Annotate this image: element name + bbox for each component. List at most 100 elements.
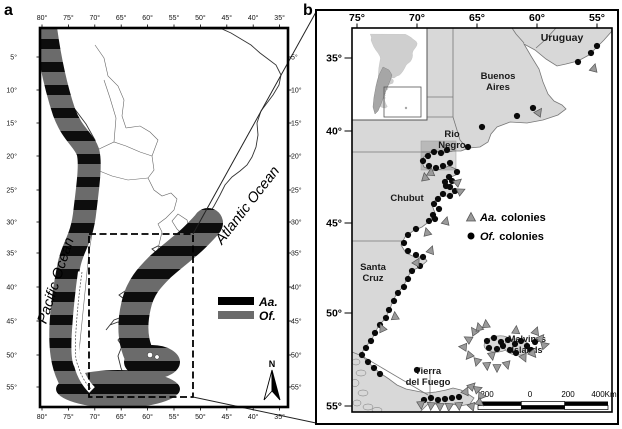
legend-label-aa-colonies: Aa. colonies <box>479 212 546 224</box>
panel-b-lon-tick: 60° <box>529 12 545 24</box>
aa-colony-triangle <box>472 385 483 395</box>
legend-dot-marker <box>467 232 475 240</box>
generated-layer: 80° 80° 75° 75° 70° 70° 65° 65° 60° 60° 55° 55° 50° 5… <box>6 12 605 421</box>
of-colony-dot <box>478 123 486 131</box>
inset-malvinas-dot <box>404 106 408 110</box>
aa-colony-triangle <box>411 257 420 268</box>
panel-a-lat-tick-right: 55° <box>291 384 302 392</box>
north-arrow-left <box>263 369 273 401</box>
of-colony-dot <box>404 231 412 239</box>
panel-a-lat-tick-left: 25° <box>6 187 17 195</box>
legend-label-of-colonies: Of. colonies <box>480 231 544 243</box>
aa-colony-triangle <box>533 107 542 118</box>
region-label-malvinas: Malvinas Islands <box>508 334 546 355</box>
of-colony-dot <box>439 190 447 198</box>
scale-label-left: 200 <box>480 390 494 399</box>
panel-a-lat-tick-left: 45° <box>6 318 17 326</box>
of-colony-dot <box>382 314 390 322</box>
panel-b-lon-tick: 75° <box>349 12 365 24</box>
panel-a-lat-tick-left: 35° <box>6 250 17 258</box>
of-colony-dot <box>437 149 445 157</box>
panel-b-lon-tick: 70° <box>409 12 425 24</box>
panel-b-lon-tick: 65° <box>469 12 485 24</box>
panel-a-lat-tick-right: 40° <box>291 284 302 292</box>
of-colony-dot <box>453 168 461 176</box>
of-colony-dot <box>370 364 378 372</box>
aa-colony-triangle <box>474 397 484 407</box>
panel-b-lat-tick: 45° <box>326 218 342 230</box>
aa-colony-triangle <box>440 216 450 226</box>
inset-locator-map <box>351 27 428 121</box>
of-colony-dot <box>446 192 454 200</box>
panel-a-lon-tick-bottom: 60° <box>142 413 153 421</box>
of-colony-dot <box>485 344 493 352</box>
panel-a-lon-tick-bottom: 80° <box>37 413 48 421</box>
panel-a-map <box>40 28 282 407</box>
of-colony-dot <box>364 358 372 366</box>
aa-colony-triangle <box>454 401 464 412</box>
panel-a-lat-tick-right: 30° <box>291 219 302 227</box>
panel-a-lon-tick-top: 45° <box>222 14 233 22</box>
of-colony-dot <box>443 146 451 154</box>
panel-a-lat-tick-left: 40° <box>6 284 17 292</box>
of-colony-dot <box>413 366 421 374</box>
region-label-tierra-del-fuego: Tierra del Fuego <box>406 366 451 388</box>
legend-swatch-aa <box>218 297 254 305</box>
panel-a-lon-tick-bottom: 35° <box>274 413 285 421</box>
panel-a-lat-tick-right: 20° <box>291 153 302 161</box>
of-colony-dot <box>404 275 412 283</box>
panel-a-lat-tick-left: 55° <box>6 384 17 392</box>
panel-a-lon-tick-bottom: 55° <box>169 413 180 421</box>
aa-colony-triangle <box>466 401 476 412</box>
panel-a-lon-tick-top: 80° <box>37 14 48 22</box>
panel-a-lon-tick-bottom: 70° <box>90 413 101 421</box>
panel-a-lon-tick-top: 65° <box>116 14 127 22</box>
of-colony-dot <box>425 217 433 225</box>
region-label-santa-cruz: Santa Cruz <box>360 262 387 284</box>
panel-b-frame <box>351 27 613 413</box>
of-colony-dot <box>512 349 520 357</box>
pacific-band <box>40 28 101 392</box>
of-colony-dot <box>483 337 491 345</box>
aa-colony-triangle <box>455 188 466 197</box>
of-colony-dot <box>376 370 384 378</box>
of-colony-dot <box>434 195 442 203</box>
panel-a-lat-tick-left: 20° <box>6 153 17 161</box>
panel-a-lon-tick-top: 70° <box>90 14 101 22</box>
of-colony-dot <box>574 58 582 66</box>
panel-a-lon-tick-bottom: 75° <box>63 413 74 421</box>
study-area-box <box>88 233 194 398</box>
of-colony-dot <box>513 112 521 120</box>
panel-a-lon-tick-bottom: 45° <box>222 413 233 421</box>
of-colony-dot <box>441 395 449 403</box>
aa-colony-triangle <box>471 326 480 337</box>
panel-a-lat-tick-right: 5° <box>291 54 298 62</box>
aa-colony-triangle <box>425 245 435 256</box>
inset-study-rect <box>383 86 422 118</box>
of-colony-dot <box>531 338 539 346</box>
aa-colony-triangle <box>416 400 426 411</box>
aa-colony-triangle <box>444 402 454 413</box>
aa-colony-triangle <box>501 360 511 370</box>
of-colony-dot <box>435 205 443 213</box>
panel-a-lon-tick-bottom: 40° <box>248 413 259 421</box>
aa-colony-triangle <box>588 63 598 73</box>
aa-colony-triangle <box>452 178 462 188</box>
north-arrow-right <box>271 369 281 401</box>
region-label-rio-negro: Rio Negro <box>438 129 466 151</box>
of-colony-dot <box>427 394 435 402</box>
connector-line-top <box>192 11 317 235</box>
region-label-buenos-aires: Buenos Aires <box>481 71 516 93</box>
of-colony-dot <box>432 164 440 172</box>
of-colony-dot <box>504 336 512 344</box>
aa-colony-triangle <box>426 166 436 177</box>
of-colony-dot <box>431 215 439 223</box>
panel-a-lat-tick-left: 5° <box>10 54 17 62</box>
atlantic-band <box>118 208 223 389</box>
province-borders <box>352 28 557 404</box>
malvinas-island-a <box>147 352 153 358</box>
aa-colony-triangle <box>457 342 468 352</box>
of-colony-dot <box>400 283 408 291</box>
